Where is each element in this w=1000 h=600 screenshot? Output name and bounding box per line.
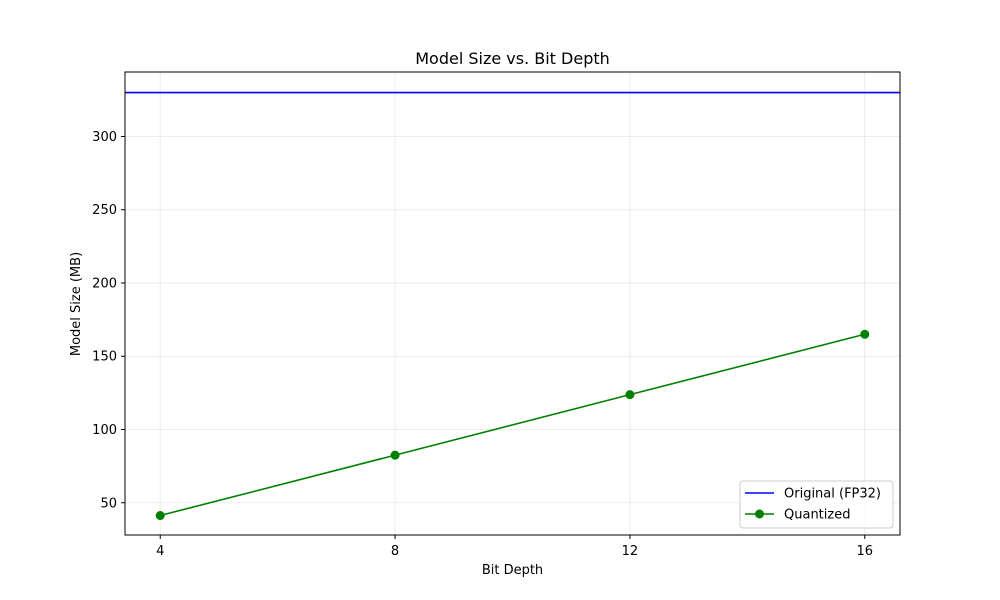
x-tick-label: 12	[622, 544, 639, 559]
x-tick-label: 8	[391, 544, 399, 559]
x-tick-label: 4	[156, 544, 164, 559]
y-tick-label: 200	[92, 276, 117, 291]
y-tick-label: 150	[92, 350, 117, 365]
plot-frame	[124, 71, 901, 536]
series-quantized-point	[625, 390, 635, 400]
series-quantized-line	[160, 333, 865, 517]
legend-label: Quantized	[784, 508, 850, 523]
x-axis: 4 8 12 16	[156, 535, 873, 559]
x-axis-title: Bit Depth	[482, 563, 543, 578]
y-axis: 50 100 150 200 250 300	[92, 130, 125, 511]
plot-area	[125, 91, 900, 521]
legend-label: Original (FP32)	[784, 487, 881, 502]
legend: Original (FP32) Quantized	[739, 480, 894, 529]
y-axis-title: Model Size (MB)	[69, 252, 84, 356]
x-tick-label: 16	[856, 544, 873, 559]
chart-title: Model Size vs. Bit Depth	[415, 49, 610, 68]
series-quantized-point	[155, 511, 165, 521]
y-tick-label: 100	[92, 423, 117, 438]
y-tick-label: 50	[100, 496, 117, 511]
y-tick-label: 300	[92, 130, 117, 145]
legend-marker	[755, 509, 764, 519]
y-tick-label: 250	[92, 203, 117, 218]
series-quantized-point	[860, 329, 870, 339]
series-quantized-point	[390, 450, 400, 460]
grid	[125, 72, 900, 535]
legend-box	[739, 480, 894, 529]
